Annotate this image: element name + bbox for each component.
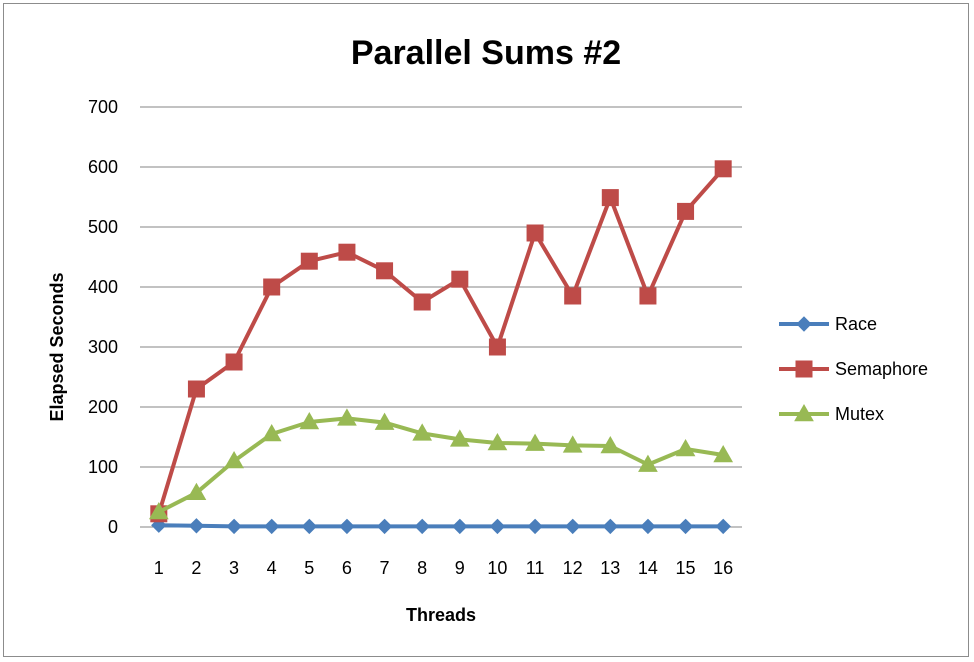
- mutex-point: [261, 423, 282, 442]
- legend-item-mutex: Mutex: [779, 403, 884, 424]
- x-tick-label: 16: [713, 558, 733, 578]
- race-point: [226, 518, 242, 535]
- legend-marker-mutex: [794, 403, 814, 422]
- y-axis-ticks: 0 100 200 300 400 500 600 700: [88, 97, 118, 537]
- x-tick-label: 8: [417, 558, 427, 578]
- mutex-point: [374, 412, 395, 430]
- legend-label-semaphore: Semaphore: [835, 359, 928, 379]
- race-point: [527, 518, 543, 535]
- legend: Race Semaphore Mutex: [779, 314, 928, 424]
- race-point: [301, 518, 318, 535]
- y-tick-label: 400: [88, 277, 118, 297]
- semaphore-point: [225, 353, 243, 371]
- y-tick-label: 200: [88, 397, 118, 417]
- semaphore-point: [526, 224, 544, 242]
- mutex-point: [713, 444, 734, 463]
- semaphore-point: [564, 287, 582, 305]
- mutex-point: [487, 432, 508, 451]
- race-point: [640, 518, 656, 535]
- series-race: [151, 517, 731, 535]
- semaphore-point: [187, 380, 205, 398]
- semaphore-point: [451, 270, 469, 288]
- y-tick-label: 500: [88, 217, 118, 237]
- semaphore-point: [639, 287, 657, 305]
- semaphore-point: [677, 202, 695, 220]
- x-tick-label: 4: [267, 558, 277, 578]
- x-axis-ticks: 1 2 3 4 5 6 7 8 9 10 11 12 13 14 15 16: [154, 558, 733, 578]
- y-tick-label: 100: [88, 457, 118, 477]
- chart-title: Parallel Sums #2: [351, 34, 621, 72]
- legend-marker-semaphore: [795, 360, 813, 378]
- x-tick-label: 2: [191, 558, 201, 578]
- legend-item-race: Race: [779, 314, 877, 334]
- mutex-point: [186, 482, 207, 501]
- series-mutex: [148, 408, 734, 520]
- x-tick-label: 5: [304, 558, 314, 578]
- mutex-point: [224, 450, 244, 469]
- semaphore-line: [156, 167, 725, 515]
- series-semaphore: [150, 160, 732, 523]
- race-point: [339, 518, 355, 535]
- mutex-point: [675, 438, 696, 457]
- x-tick-label: 1: [154, 558, 164, 578]
- race-point: [414, 518, 430, 535]
- race-point: [564, 518, 581, 535]
- race-point: [677, 518, 694, 535]
- race-point: [489, 518, 506, 535]
- mutex-point: [412, 423, 433, 441]
- semaphore-point: [263, 278, 281, 296]
- mutex-point: [299, 411, 320, 430]
- x-tick-label: 13: [600, 558, 620, 578]
- mutex-point: [600, 435, 621, 454]
- mutex-line: [157, 416, 724, 514]
- mutex-point: [148, 501, 169, 520]
- x-tick-label: 9: [455, 558, 465, 578]
- mutex-point: [337, 408, 357, 426]
- y-tick-label: 300: [88, 337, 118, 357]
- x-tick-label: 10: [487, 558, 507, 578]
- legend-label-mutex: Mutex: [835, 404, 884, 424]
- y-tick-label: 700: [88, 97, 118, 117]
- semaphore-point: [488, 338, 506, 356]
- race-point: [452, 518, 468, 535]
- race-line: [158, 523, 724, 529]
- race-point: [602, 518, 619, 535]
- semaphore-point: [413, 293, 431, 311]
- semaphore-point: [300, 252, 318, 270]
- race-point: [376, 518, 393, 535]
- race-point: [188, 518, 205, 534]
- legend-marker-race: [796, 316, 812, 332]
- x-tick-label: 15: [676, 558, 696, 578]
- x-tick-label: 14: [638, 558, 658, 578]
- mutex-point: [638, 454, 658, 472]
- semaphore-point: [376, 262, 394, 280]
- y-axis-title: Elapsed Seconds: [47, 272, 67, 421]
- mutex-point: [562, 435, 583, 453]
- x-axis-title: Threads: [406, 605, 476, 625]
- legend-label-race: Race: [835, 314, 877, 334]
- mutex-point: [449, 429, 470, 447]
- race-point: [715, 518, 731, 535]
- mutex-point: [525, 433, 545, 451]
- x-tick-label: 6: [342, 558, 352, 578]
- legend-item-semaphore: Semaphore: [779, 359, 928, 379]
- semaphore-point: [714, 160, 732, 178]
- x-tick-label: 7: [380, 558, 390, 578]
- x-tick-label: 11: [526, 558, 545, 578]
- semaphore-point: [338, 243, 356, 261]
- y-tick-label: 0: [108, 517, 118, 537]
- x-tick-label: 12: [563, 558, 583, 578]
- series-group: [148, 160, 734, 535]
- y-tick-label: 600: [88, 157, 118, 177]
- race-point: [263, 518, 280, 535]
- semaphore-point: [601, 189, 619, 207]
- x-tick-label: 3: [229, 558, 239, 578]
